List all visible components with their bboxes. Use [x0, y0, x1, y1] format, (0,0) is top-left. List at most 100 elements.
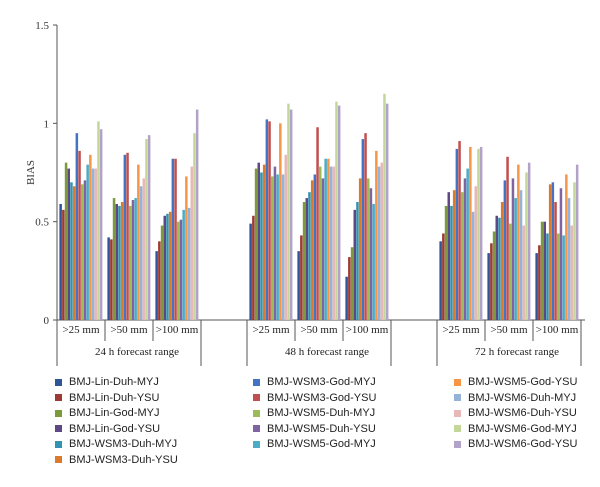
bar [332, 166, 335, 320]
y-tick-label: 0.5 [35, 217, 49, 229]
bar [348, 257, 351, 320]
bar [168, 211, 172, 320]
bar [115, 203, 118, 320]
bar [575, 164, 579, 320]
bar [193, 133, 196, 320]
bar [477, 148, 480, 320]
bar [551, 182, 555, 320]
bar [134, 198, 137, 320]
bar [570, 225, 573, 320]
bar [281, 174, 285, 320]
bar [137, 164, 140, 320]
bar [514, 198, 517, 320]
bar [466, 168, 469, 320]
bar [345, 276, 348, 320]
bar [565, 174, 568, 320]
bar [450, 205, 453, 320]
bar [361, 139, 365, 320]
bar [495, 215, 498, 320]
x-subcategory-label: >25 mm [252, 324, 290, 336]
bar [265, 119, 269, 321]
bar [78, 150, 81, 320]
bar [327, 158, 330, 320]
bar [120, 202, 124, 320]
bar [139, 186, 143, 320]
bar [522, 225, 525, 320]
x-group-label: 48 h forecast range [285, 346, 369, 358]
y-tick-label: 1 [44, 118, 50, 130]
bar [546, 233, 549, 320]
x-subcategory-label: >50 mm [110, 324, 148, 336]
bar [166, 213, 169, 320]
bar [471, 211, 475, 320]
bar [179, 219, 183, 320]
bar [439, 241, 442, 320]
bar [447, 192, 450, 320]
bar [458, 141, 461, 320]
bar [525, 172, 528, 320]
bar [461, 192, 464, 320]
bar [118, 205, 121, 320]
y-tick-label: 0 [44, 315, 50, 327]
bar [383, 93, 386, 320]
bar [538, 245, 541, 320]
bar [271, 176, 274, 320]
bar [171, 158, 175, 320]
bar [187, 207, 191, 320]
bar [75, 133, 79, 320]
bar [94, 168, 97, 320]
x-subcategory-label: >25 mm [442, 324, 480, 336]
bar [474, 186, 477, 320]
bar [559, 188, 563, 320]
bar [385, 103, 389, 320]
x-subcategory-label: >100 mm [536, 324, 579, 336]
bar [160, 225, 164, 320]
bar [364, 133, 367, 320]
bar [452, 190, 456, 320]
bar [377, 166, 381, 320]
x-subcategory-label: >25 mm [62, 324, 100, 336]
bar [372, 203, 375, 320]
bar [129, 205, 132, 320]
bar [543, 221, 546, 320]
bar [123, 154, 127, 320]
bar [554, 202, 557, 320]
bar [86, 164, 89, 320]
bar [337, 105, 341, 320]
bar [72, 186, 76, 320]
bar [562, 235, 565, 320]
bar [147, 135, 151, 320]
bar [517, 164, 520, 320]
bar [511, 178, 515, 320]
bar [313, 174, 317, 320]
bar [112, 198, 116, 320]
bar [444, 205, 448, 320]
bar [548, 184, 552, 320]
x-subcategory-label: >50 mm [490, 324, 528, 336]
bar [142, 178, 145, 320]
bar [479, 146, 483, 320]
bar [185, 176, 188, 320]
bar [487, 253, 490, 320]
bar [321, 178, 325, 320]
bar [83, 180, 87, 320]
bar [509, 223, 512, 320]
bar [195, 109, 199, 320]
bar [319, 166, 322, 320]
bar [335, 101, 338, 320]
bar [279, 123, 282, 320]
bar [145, 139, 148, 320]
bar [557, 233, 560, 320]
bar [59, 203, 62, 320]
bar [324, 158, 327, 320]
bar [190, 166, 193, 320]
bar [519, 190, 523, 320]
bar [262, 164, 266, 320]
bar [182, 209, 185, 320]
bar [308, 192, 311, 320]
bar [107, 237, 110, 320]
bar [573, 182, 576, 320]
bar [257, 162, 260, 320]
bar [163, 215, 166, 320]
